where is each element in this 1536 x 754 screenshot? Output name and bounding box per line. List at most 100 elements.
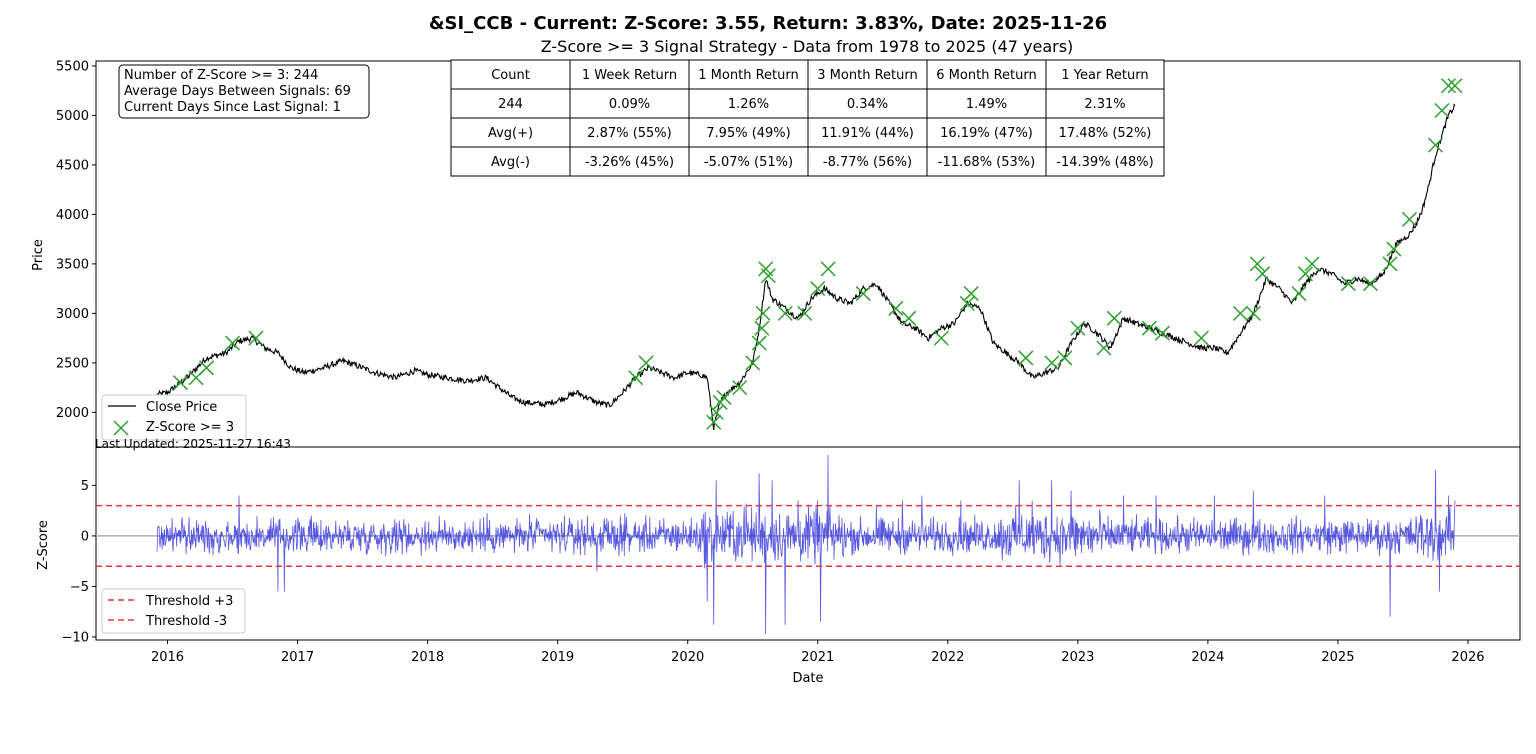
table-cell-r0-c0: Count [491, 68, 530, 83]
x-axis-label: Date [792, 671, 823, 686]
x-tick-label-6: 2022 [931, 650, 964, 665]
signal-marker-31 [1070, 320, 1086, 336]
table-cell-r1-c5: 2.31% [1084, 97, 1125, 112]
signal-marker-49 [1427, 137, 1444, 153]
signal-marker-2 [199, 360, 215, 376]
x-tick-label-2: 2018 [411, 650, 444, 665]
table-cell-r1-c4: 1.49% [966, 97, 1007, 112]
table-cell-r3-c5: -14.39% (48%) [1056, 155, 1153, 170]
price-y-ticks: 2000 2500 3000 3500 4000 4500 5000 5500 [56, 59, 96, 421]
x-tick-label-4: 2020 [671, 650, 704, 665]
signal-marker-28 [1018, 350, 1034, 366]
signal-marker-4 [248, 330, 264, 346]
signal-marker-32 [1096, 340, 1112, 356]
table-cell-r2-c4: 16.19% (47%) [940, 126, 1033, 141]
table-cell-r2-c5: 17.48% (52%) [1059, 126, 1152, 141]
signal-marker-46 [1382, 256, 1398, 272]
signal-marker-24 [901, 310, 917, 326]
signal-marker-51 [1440, 78, 1457, 94]
price-y-tick-label-5: 4500 [56, 158, 89, 173]
signal-marker-33 [1106, 310, 1122, 326]
table-cell-r2-c2: 7.95% (49%) [706, 126, 790, 141]
table-cell-r3-c1: -3.26% (45%) [585, 155, 674, 170]
table-cell-r0-c2: 1 Month Return [698, 68, 798, 83]
zscore-y-label: Z-Score [36, 520, 51, 570]
date-x-ticks: 2016 2017 2018 2019 2020 2021 2022 2023 2024 2025… [151, 640, 1485, 665]
table-cell-r2-c3: 11.91% (44%) [821, 126, 914, 141]
signal-marker-29 [1044, 355, 1060, 371]
table-cell-r0-c1: 1 Week Return [582, 68, 677, 83]
zscore-y-tick-label-3: 5 [81, 479, 89, 494]
signal-marker-40 [1254, 266, 1271, 282]
info-avg-days: Average Days Between Signals: 69 [124, 84, 351, 99]
signal-marker-11 [732, 380, 748, 396]
table-cell-r3-c3: -8.77% (56%) [823, 155, 912, 170]
signal-marker-21 [820, 261, 836, 277]
price-y-tick-label-4: 4000 [56, 208, 89, 223]
zscore-panel-frame [95, 446, 1521, 641]
table-cell-r1-c1: 0.09% [609, 97, 650, 112]
signal-marker-8 [708, 404, 724, 420]
price-y-tick-label-3: 3500 [56, 257, 89, 272]
x-tick-label-9: 2025 [1321, 650, 1354, 665]
price-y-tick-label-1: 2500 [56, 356, 89, 371]
x-tick-label-0: 2016 [151, 650, 184, 665]
price-y-tick-label-0: 2000 [56, 406, 89, 421]
price-series-line [156, 103, 1456, 431]
signal-marker-38 [1245, 305, 1261, 321]
x-tick-label-7: 2023 [1061, 650, 1094, 665]
signal-marker-23 [888, 300, 904, 316]
chart-subtitle: Z-Score >= 3 Signal Strategy - Data from… [541, 37, 1074, 56]
signal-marker-45 [1362, 276, 1378, 292]
signal-marker-48 [1401, 211, 1417, 227]
stats-table: Count 1 Week Return 1 Month Return 3 Month … [450, 59, 1165, 177]
legend-signal: Z-Score >= 3 [146, 420, 234, 435]
table-cell-r0-c4: 6 Month Return [936, 68, 1036, 83]
table-cell-r3-c0: Avg(-) [491, 155, 530, 170]
price-y-tick-label-7: 5500 [56, 59, 89, 74]
signal-marker-22 [855, 286, 871, 302]
x-tick-label-1: 2017 [281, 650, 314, 665]
info-signal-count: Number of Z-Score >= 3: 244 [124, 68, 318, 83]
legend-threshold-plus3: Threshold +3 [145, 594, 233, 609]
x-tick-label-5: 2021 [801, 650, 834, 665]
signal-marker-3 [225, 335, 241, 351]
signal-marker-7 [706, 414, 722, 430]
signal-marker-30 [1057, 350, 1073, 366]
signal-marker-42 [1297, 266, 1313, 282]
signal-marker-35 [1154, 325, 1170, 341]
signal-marker-44 [1340, 276, 1356, 292]
table-cell-r2-c0: Avg(+) [488, 126, 533, 141]
signal-marker-41 [1291, 286, 1307, 302]
signal-marker-27 [963, 286, 979, 302]
signal-markers [172, 78, 1463, 430]
signal-marker-12 [745, 355, 761, 371]
signal-marker-0 [172, 375, 189, 391]
chart-title: &SI_CCB - Current: Z-Score: 3.55, Return… [429, 13, 1107, 34]
legend-signal-marker [113, 420, 129, 436]
signal-marker-39 [1249, 256, 1265, 272]
x-tick-label-3: 2019 [541, 650, 574, 665]
zscore-y-ticks: −10 −5 0 5 [62, 479, 96, 645]
signal-marker-36 [1193, 330, 1209, 346]
zscore-y-tick-label-0: −10 [62, 630, 89, 645]
signal-marker-5 [628, 370, 644, 386]
legend-close-price: Close Price [146, 400, 217, 415]
zscore-y-tick-label-1: −5 [70, 580, 89, 595]
signal-marker-17 [760, 268, 776, 284]
price-legend: Close Price Z-Score >= 3 [101, 394, 247, 441]
table-cell-r1-c3: 0.34% [847, 97, 888, 112]
signal-marker-50 [1434, 102, 1450, 119]
table-cell-r3-c2: -5.07% (51%) [704, 155, 793, 170]
price-y-label: Price [31, 239, 46, 271]
signal-marker-20 [810, 281, 826, 297]
signal-marker-52 [1447, 78, 1463, 94]
table-cell-r1-c2: 1.26% [728, 97, 769, 112]
signal-marker-15 [755, 305, 771, 321]
zscore-legend: Threshold +3 Threshold -3 [101, 588, 246, 634]
zscore-series-line [156, 455, 1456, 634]
signal-marker-18 [777, 305, 793, 321]
table-cell-r3-c4: -11.68% (53%) [938, 155, 1035, 170]
signal-marker-14 [754, 320, 770, 336]
